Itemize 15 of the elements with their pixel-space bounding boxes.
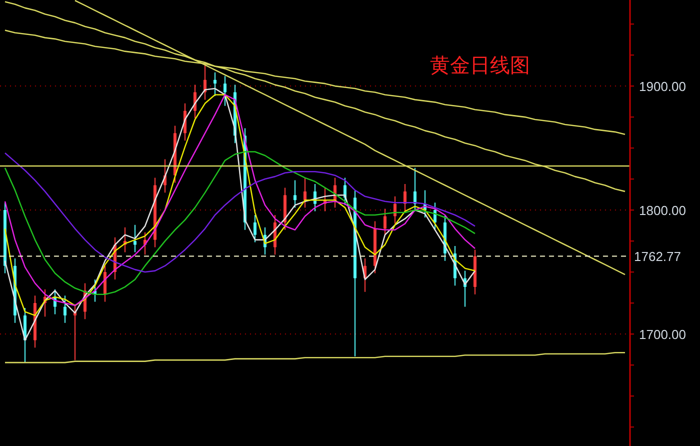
line-series xyxy=(4,352,626,364)
y-tick-label: 1700.00 xyxy=(639,327,686,342)
candlestick xyxy=(224,76,226,106)
candlestick xyxy=(304,177,306,208)
candlestick xyxy=(384,208,386,237)
candlestick xyxy=(64,295,66,324)
text: 黄金日线图 xyxy=(430,53,530,77)
candlestick xyxy=(254,214,256,243)
line-series xyxy=(4,152,476,273)
y-tick-label: 1900.00 xyxy=(639,79,686,94)
candlestick xyxy=(214,72,216,96)
candlestick xyxy=(134,224,136,253)
candlestick xyxy=(294,180,296,208)
ref-line-label: 1762.77 xyxy=(634,249,681,264)
y-tick-label: 1800.00 xyxy=(639,203,686,218)
